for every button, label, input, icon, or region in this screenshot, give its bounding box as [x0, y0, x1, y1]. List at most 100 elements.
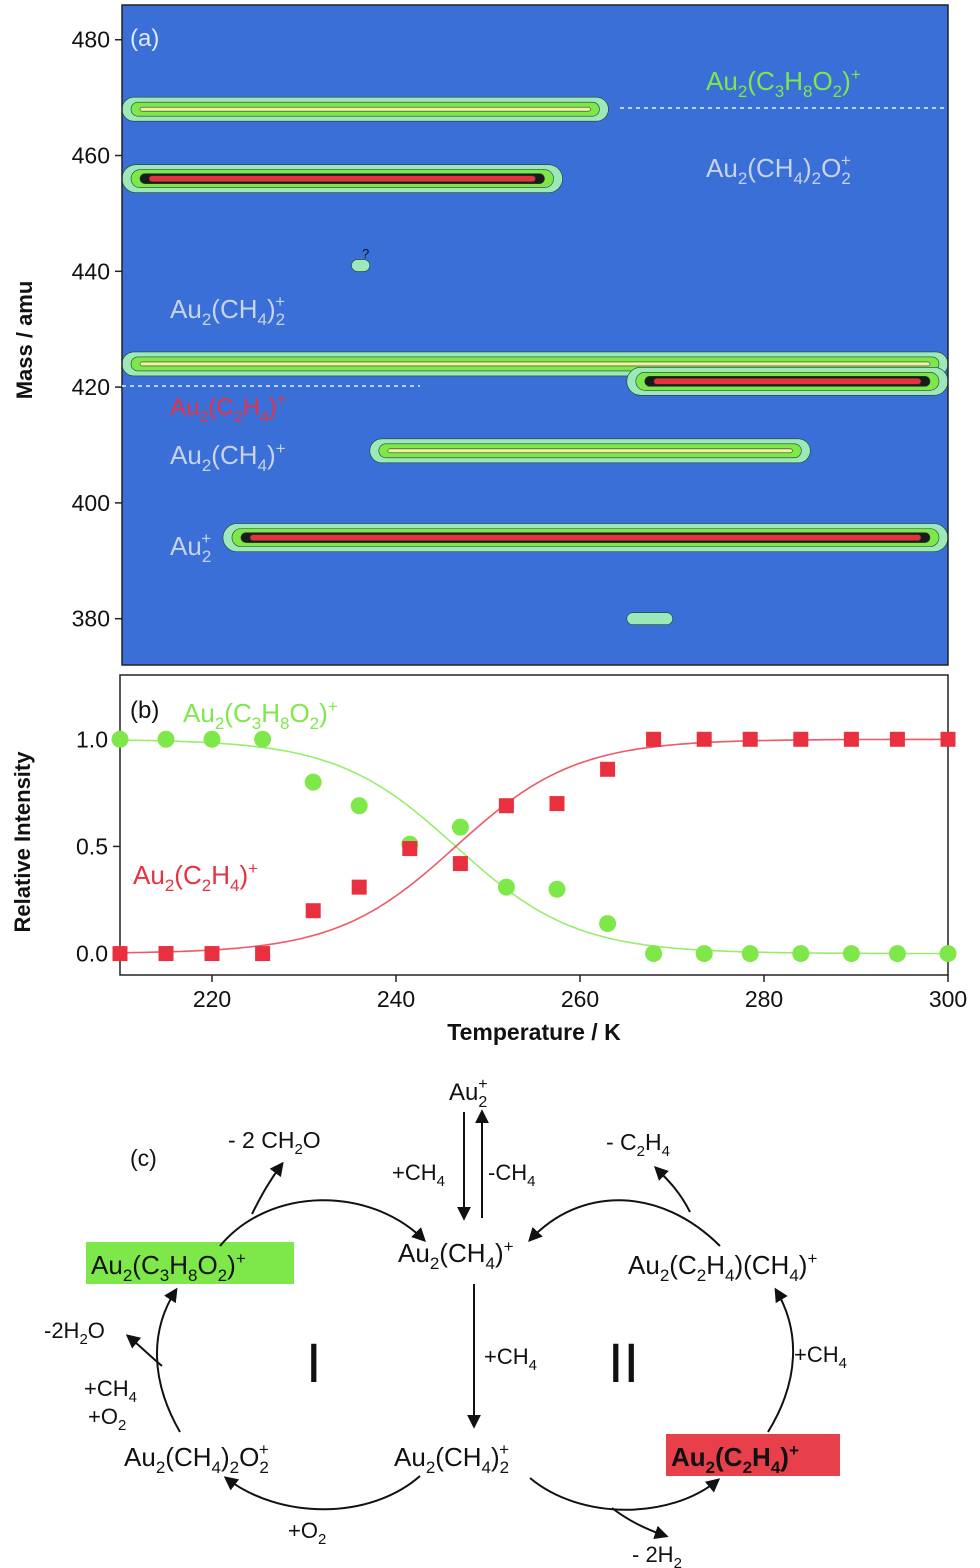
point-red-17 — [940, 731, 956, 747]
label-au2-c2h4-a: Au2(C2H4)+ — [170, 392, 286, 426]
y-tick-label-a-380: 380 — [72, 606, 110, 632]
arrow-cycle2-bottom — [529, 1477, 721, 1511]
contour-band-0-level-2 — [139, 106, 591, 112]
scheme-cycle-two: II — [608, 1331, 639, 1394]
panel-b: (b) 220 240 260 280 300 0.0 0.5 1.0 Temperature… — [10, 674, 967, 1045]
scheme-minus-c2h4: - C2H4 — [606, 1129, 670, 1160]
point-red-4 — [305, 903, 321, 919]
legend-red-series: Au2(C2H4)+ — [133, 859, 258, 895]
point-red-11 — [646, 731, 662, 747]
highlight-box-green — [86, 1242, 294, 1284]
point-red-7 — [452, 856, 468, 872]
fit-curve-red — [119, 738, 948, 954]
scheme-minus-ch4-top: -CH4 — [488, 1160, 535, 1190]
scheme-au2-c2h4: Au2(C2H4)+ — [671, 1441, 799, 1477]
panel-label-b: (b) — [130, 697, 159, 724]
scheme-minus-2ch2o: - 2 CH2O — [228, 1127, 321, 1158]
scheme-au2-ch4: Au2(CH4)+ — [398, 1237, 514, 1273]
point-red-5 — [351, 879, 367, 895]
point-green-4 — [304, 773, 322, 791]
scheme-au2-c2h4-ch4: Au2(C2H4)(CH4)+ — [628, 1249, 817, 1285]
y-tick-label-a-400: 400 — [72, 490, 110, 516]
arrow-cycle2-right — [767, 1287, 795, 1433]
x-tick-label-b-300: 300 — [929, 986, 967, 1012]
point-red-2 — [204, 946, 220, 962]
contour-band-3-level-3 — [653, 378, 922, 385]
contour-band-5-level-3 — [249, 534, 922, 541]
y-tick-label-a-440: 440 — [72, 258, 110, 284]
contour-band-4-level-2 — [387, 448, 793, 454]
point-red-13 — [742, 731, 758, 747]
contour-band-1-level-3 — [148, 175, 536, 182]
scheme-au2-ch4-2-o2: Au2(CH4)2O2+ — [124, 1440, 269, 1477]
scheme-au2-c3h8o2: Au2(C3H8O2)+ — [91, 1249, 246, 1285]
point-green-8 — [497, 878, 515, 896]
scheme-plus-ch4-left: +CH4 — [84, 1376, 137, 1406]
point-green-10 — [599, 915, 617, 933]
y-tick-label-a-460: 460 — [72, 143, 110, 169]
point-green-16 — [888, 945, 906, 963]
point-red-0 — [112, 946, 128, 962]
point-green-15 — [842, 945, 860, 963]
scheme-plus-ch4-right: +CH4 — [794, 1342, 847, 1372]
question-mark: ? — [362, 246, 369, 261]
contour-band-2-level-2 — [139, 361, 931, 367]
contour-band-6-level-0 — [351, 259, 371, 272]
y-tick-label-b-0.0: 0.0 — [76, 941, 108, 967]
point-green-13 — [741, 945, 759, 963]
point-green-5 — [350, 797, 368, 815]
label-au2-ch4-2-a: Au2(CH4)2+ — [170, 292, 285, 329]
plot-b-frame — [119, 674, 949, 976]
data-points — [111, 730, 957, 963]
scheme-plus-ch4-middle: +CH4 — [484, 1344, 537, 1374]
point-red-15 — [843, 731, 859, 747]
scheme-au2-ch4-2: Au2(CH4)2+ — [394, 1440, 509, 1477]
x-tick-label-b-280: 280 — [745, 986, 783, 1012]
panel-c-scheme: (c) Au2+ +CH4 -CH4 Au2(CH4)+ Au2(C3H8O2)… — [44, 1076, 847, 1568]
contour-band-7-level-0 — [626, 612, 673, 625]
scheme-minus-2h2o: -2H2O — [44, 1318, 105, 1348]
scheme-cycle-one: I — [306, 1331, 322, 1394]
point-green-1 — [157, 730, 175, 748]
scheme-plus-o2-bottom: +O2 — [288, 1518, 326, 1548]
fit-curve-green — [120, 739, 948, 955]
arrow-release-2h2o — [125, 1334, 163, 1367]
scheme-plus-ch4-top: +CH4 — [392, 1160, 445, 1190]
point-green-3 — [254, 730, 272, 748]
heatmap-bands — [122, 96, 948, 625]
point-green-17 — [939, 945, 957, 963]
scheme-plus-o2-left: +O2 — [88, 1404, 126, 1434]
arrow-release-2h2 — [611, 1507, 669, 1540]
panel-label-a: (a) — [130, 25, 159, 52]
point-green-0 — [111, 730, 129, 748]
highlight-box-red — [666, 1434, 840, 1476]
x-tick-label-b-240: 240 — [377, 986, 415, 1012]
point-green-14 — [792, 945, 810, 963]
point-red-14 — [793, 731, 809, 747]
label-au2-ch4-2-o2-a: Au2(CH4)2O2+ — [706, 151, 851, 188]
x-tick-label-b-260: 260 — [561, 986, 599, 1012]
plot-b-x-label: Temperature / K — [447, 1019, 621, 1045]
x-tick-label-b-220: 220 — [193, 986, 231, 1012]
point-red-8 — [498, 798, 514, 814]
point-red-10 — [600, 761, 616, 777]
point-red-16 — [889, 731, 905, 747]
plot-b-y-label: Relative Intensity — [10, 751, 35, 933]
scheme-minus-2h2: - 2H2 — [632, 1542, 682, 1568]
point-green-2 — [203, 730, 221, 748]
scheme-au2-plus: Au2+ — [449, 1076, 488, 1111]
arrow-release-ch2o — [251, 1161, 284, 1215]
point-red-6 — [402, 841, 418, 857]
arrow-cycle1-bottom — [223, 1475, 421, 1511]
label-au2-ch4-a: Au2(CH4)+ — [170, 439, 286, 475]
heatmap-y-axis: 380 400 420 440 460 480 — [72, 27, 122, 632]
arrow-release-c2h4 — [654, 1166, 691, 1213]
point-green-12 — [695, 945, 713, 963]
point-red-3 — [255, 946, 271, 962]
point-red-9 — [549, 796, 565, 812]
arrow-cycle1-top — [219, 1199, 426, 1247]
label-au2-a: Au2+ — [170, 529, 211, 566]
y-tick-label-b-0.5: 0.5 — [76, 833, 108, 859]
